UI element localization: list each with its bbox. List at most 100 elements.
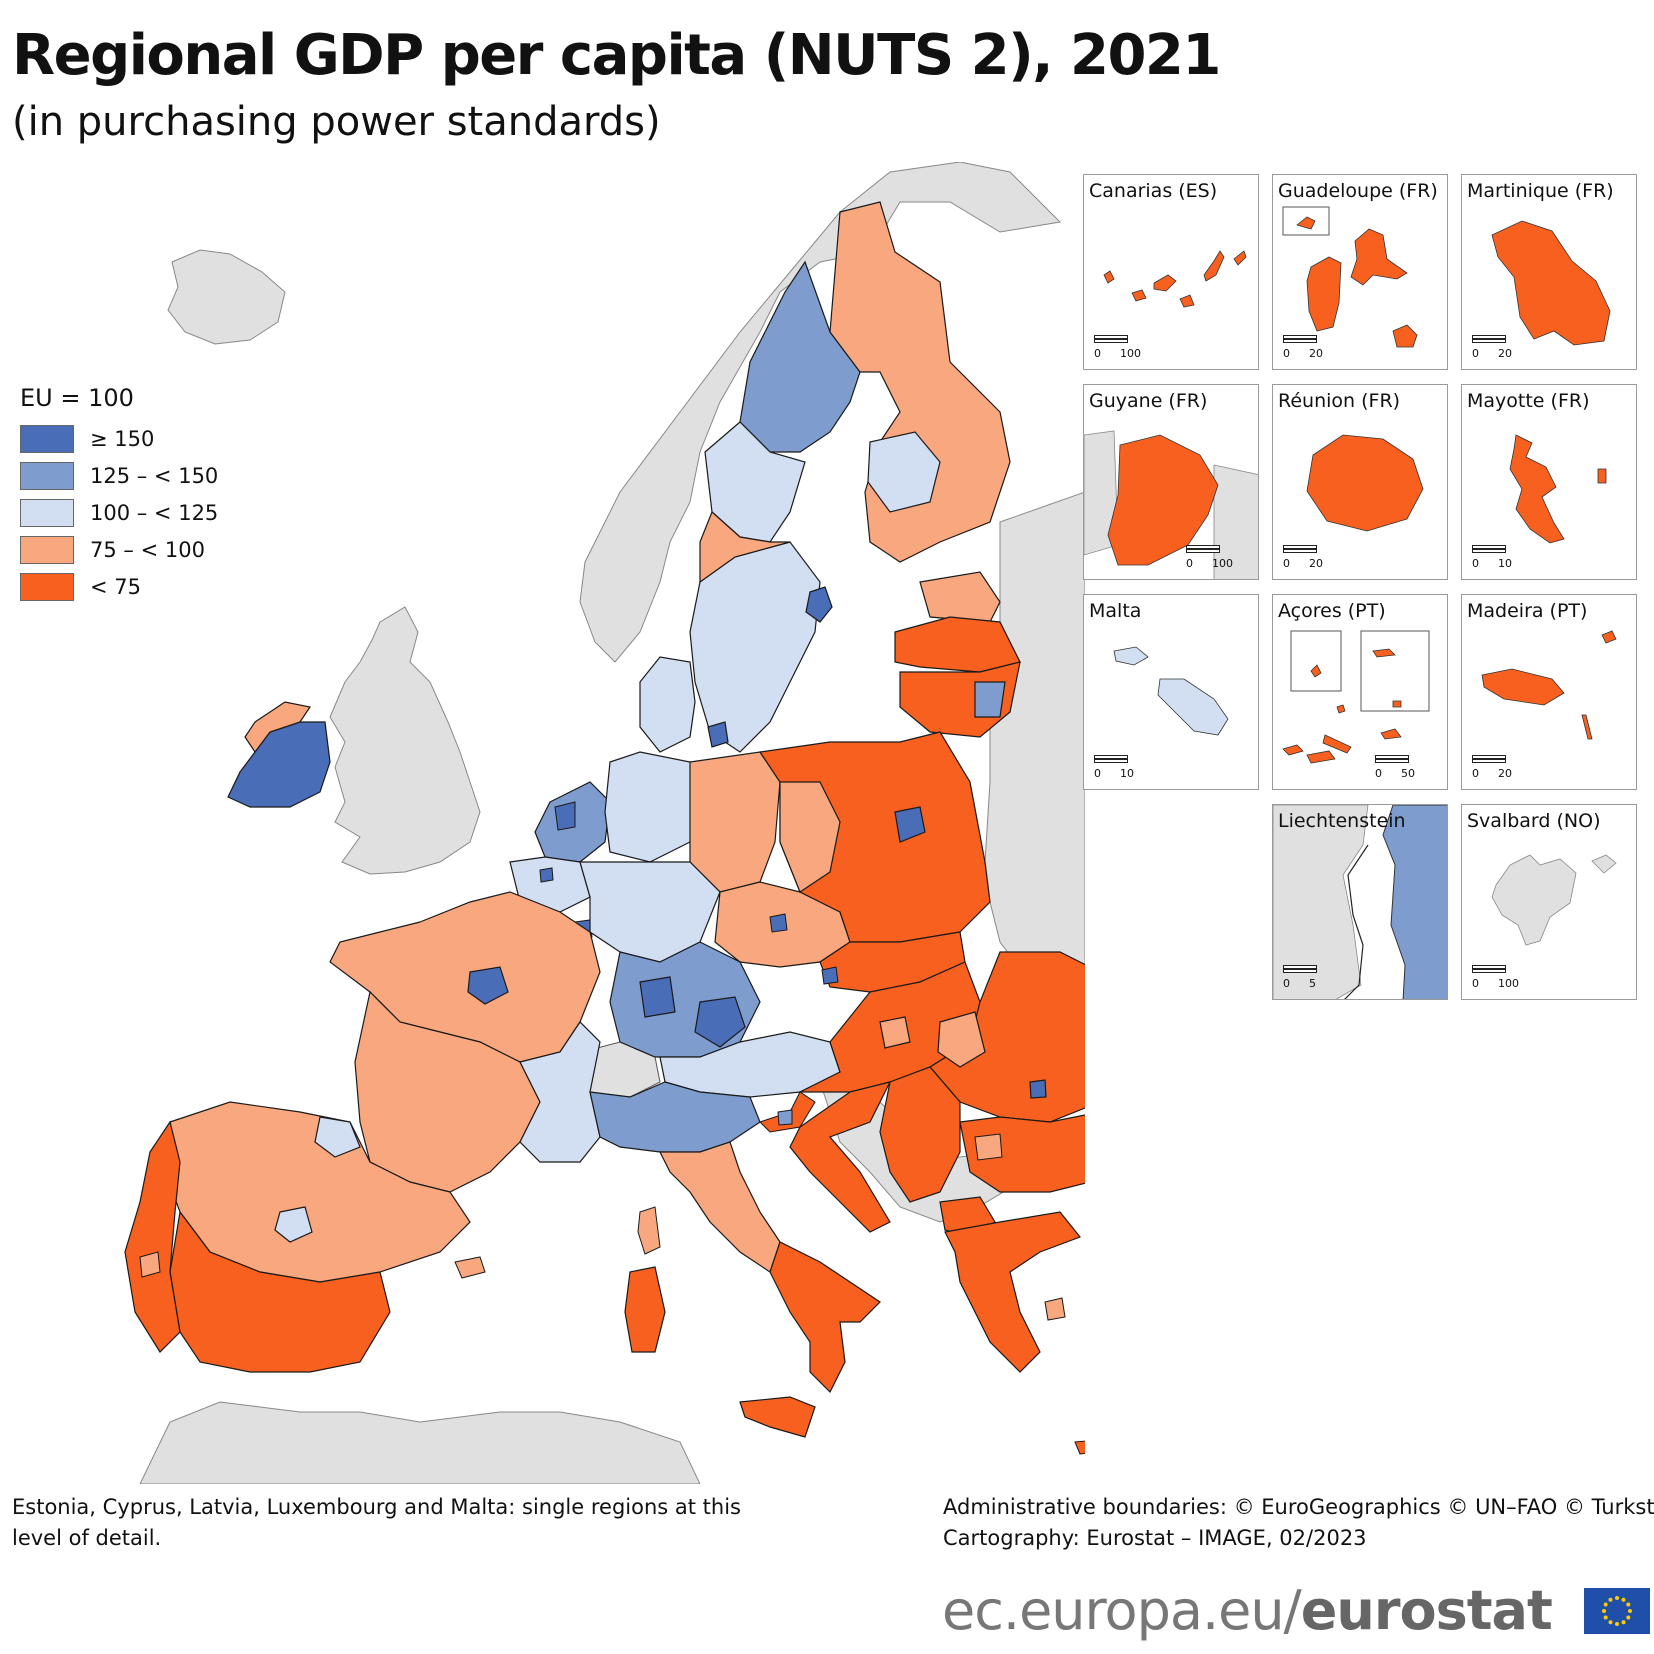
inset-svalbard: Svalbard (NO) 0 100	[1461, 804, 1637, 1000]
inset-acores: Açores (PT) 0 50	[1272, 594, 1448, 790]
inset-map	[1481, 630, 1617, 740]
munich	[694, 996, 746, 1048]
eurostat-url[interactable]: ec.europa.eu/eurostat	[942, 1579, 1553, 1642]
sweden-central	[699, 510, 791, 584]
legend-item: 125 – < 150	[20, 457, 280, 494]
legend-label: 125 – < 150	[90, 463, 219, 488]
sofia	[974, 1133, 1003, 1161]
inset-malta: Malta 0 10	[1083, 594, 1259, 790]
ljubljana	[777, 1109, 793, 1126]
scale-bar: 0 10	[1092, 755, 1172, 781]
inset-map	[1282, 630, 1430, 764]
inset-label: Madeira (PT)	[1467, 600, 1588, 622]
legend-swatch	[20, 424, 74, 453]
ireland-east	[227, 721, 331, 808]
legend-swatch	[20, 535, 74, 564]
greece	[944, 1211, 1081, 1373]
prague	[769, 913, 788, 933]
legend-label: 75 – < 100	[90, 537, 205, 562]
north-africa	[139, 1401, 701, 1484]
legend-label: 100 – < 125	[90, 500, 219, 525]
budapest	[879, 1016, 911, 1049]
vilnius	[974, 681, 1006, 718]
bucharest	[1029, 1079, 1047, 1099]
inset-martinique: Martinique (FR) 0 20	[1461, 174, 1637, 370]
inset-label: Réunion (FR)	[1278, 390, 1401, 412]
ireland-northwest	[244, 701, 311, 754]
denmark	[639, 656, 696, 753]
inset-map	[1084, 430, 1258, 579]
legend-label: < 75	[90, 574, 141, 599]
ile-de-france	[467, 966, 509, 1005]
credits-boundaries: Administrative boundaries: © EuroGeograp…	[943, 1495, 1654, 1519]
inset-label: Malta	[1089, 600, 1142, 622]
italy-south	[769, 1241, 881, 1394]
inset-label: Açores (PT)	[1278, 600, 1386, 622]
scale-bar: 0 10	[1470, 545, 1550, 571]
inset-mayotte: Mayotte (FR) 0 10	[1461, 384, 1637, 580]
scale-bar: 0 20	[1281, 335, 1361, 361]
germany-north	[604, 751, 701, 863]
stuttgart	[639, 976, 676, 1018]
romania-west	[937, 1011, 986, 1068]
inset-label: Liechtenstein	[1278, 810, 1406, 832]
bratislava	[821, 966, 839, 985]
map-title: Regional GDP per capita (NUTS 2), 2021	[12, 23, 1221, 88]
inset-map	[1282, 206, 1418, 348]
copenhagen	[707, 721, 729, 748]
scale-bar: 0 20	[1470, 755, 1550, 781]
footnote: Estonia, Cyprus, Latvia, Luxembourg and …	[12, 1495, 741, 1550]
scale-bar: 0 100	[1470, 965, 1550, 991]
legend-label: ≥ 150	[90, 426, 155, 451]
italy-centre	[659, 1141, 781, 1273]
athens	[1044, 1297, 1066, 1321]
legend-title: EU = 100	[20, 384, 134, 412]
basque-country	[314, 1116, 361, 1158]
inset-map	[1491, 854, 1617, 946]
credits: Administrative boundaries: © EuroGeograp…	[943, 1492, 1654, 1554]
inset-map	[1273, 805, 1447, 999]
scale-bar: 0 20	[1281, 545, 1361, 571]
scale-bar: 0 100	[1184, 545, 1258, 571]
iceland	[167, 249, 286, 345]
italy-north	[589, 1081, 761, 1153]
portugal	[124, 1120, 181, 1353]
inset-map	[1306, 434, 1424, 532]
inset-label: Guadeloupe (FR)	[1278, 180, 1438, 202]
sardinia	[624, 1266, 666, 1353]
inset-madeira: Madeira (PT) 0 20	[1461, 594, 1637, 790]
inset-reunion: Réunion (FR) 0 20	[1272, 384, 1448, 580]
bulgaria	[959, 1114, 1085, 1193]
inset-canarias: Canarias (ES) 0 100	[1083, 174, 1259, 370]
inset-label: Martinique (FR)	[1467, 180, 1614, 202]
warsaw	[894, 806, 926, 843]
scale-bar: 0 100	[1092, 335, 1172, 361]
estonia	[919, 571, 1001, 623]
madrid	[274, 1206, 313, 1243]
legend-swatch	[20, 572, 74, 601]
poland-west	[779, 781, 841, 893]
legend-item: ≥ 150	[20, 420, 280, 457]
inset-guyane: Guyane (FR) 0 100	[1083, 384, 1259, 580]
latvia	[894, 616, 1021, 673]
legend-item: 100 – < 125	[20, 494, 280, 531]
inset-guadeloupe: Guadeloupe (FR) 0 20	[1272, 174, 1448, 370]
inset-label: Canarias (ES)	[1089, 180, 1218, 202]
inset-map	[1113, 646, 1229, 736]
sicily	[739, 1396, 816, 1438]
balearics	[454, 1256, 486, 1279]
germany-east	[689, 751, 781, 893]
map-subtitle: (in purchasing power standards)	[12, 99, 661, 145]
serbia	[879, 1066, 961, 1203]
inset-label: Guyane (FR)	[1089, 390, 1208, 412]
legend-item: 75 – < 100	[20, 531, 280, 568]
credits-cartography: Cartography: Eurostat – IMAGE, 02/2023	[943, 1526, 1367, 1550]
great-britain	[329, 606, 481, 875]
lithuania	[899, 661, 1021, 738]
eu-flag-logo	[1584, 1588, 1650, 1634]
inset-label: Mayotte (FR)	[1467, 390, 1590, 412]
scale-bar: 0 50	[1373, 755, 1447, 781]
europe-map	[124, 162, 1085, 1484]
legend-swatch	[20, 461, 74, 490]
